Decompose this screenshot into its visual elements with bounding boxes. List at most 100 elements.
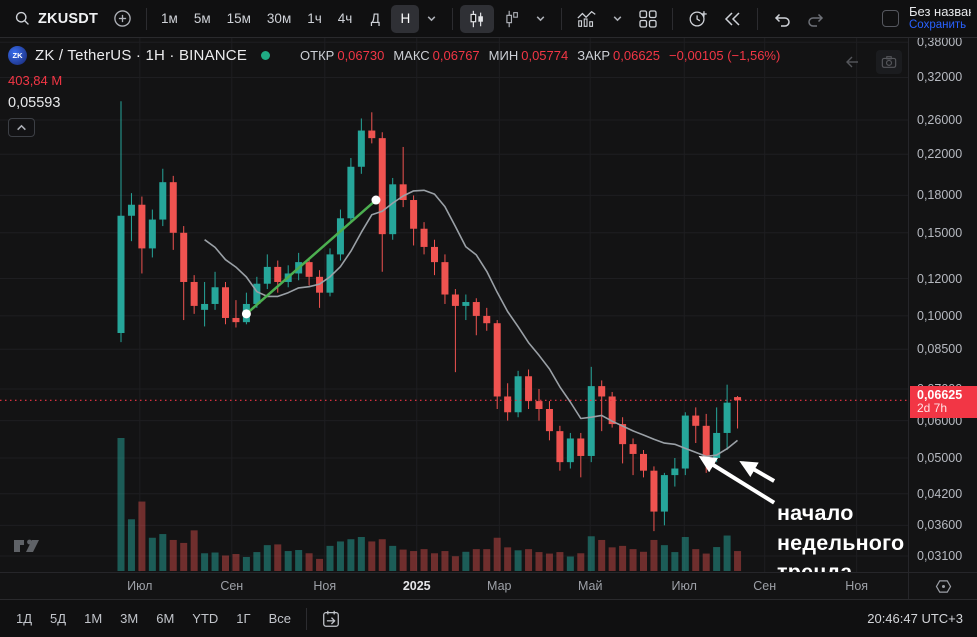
create-alert-button[interactable] [680, 5, 716, 33]
range-6М[interactable]: 6М [156, 611, 175, 626]
chart-style-dropdown-button[interactable] [526, 5, 554, 33]
time-tick: 2025 [402, 579, 431, 593]
timeframe-4ч[interactable]: 4ч [337, 11, 353, 26]
candle-body [493, 323, 501, 397]
annotation-arrow[interactable] [739, 460, 776, 483]
compare-add-symbol-button[interactable] [106, 5, 139, 33]
timeframe-30м[interactable]: 30м [266, 11, 292, 26]
layout-grid-button[interactable] [631, 5, 665, 33]
price-tick: 0,03100 [917, 549, 963, 563]
redo-button[interactable] [799, 5, 833, 33]
save-layout-link[interactable]: Сохранить [909, 19, 967, 31]
candle-body [483, 315, 491, 324]
candle-body [608, 396, 616, 425]
range-3М[interactable]: 3М [120, 611, 139, 626]
volume-bar [713, 547, 721, 571]
volume-bar [650, 539, 658, 571]
chart-pane[interactable]: ZK ZK / TetherUS · 1H · BINANCE ОТКР 0,06… [0, 38, 977, 584]
price-tick: 0,10000 [917, 308, 963, 323]
top-toolbar: ZKUSDT 1м 5м 15м 30м 1ч 4ч Д Н [0, 0, 977, 38]
go-to-date-button[interactable] [314, 605, 348, 633]
toolbar-separator [757, 7, 759, 30]
candle-body [577, 438, 585, 456]
volume-bar [525, 549, 533, 571]
volume-bar [493, 537, 501, 571]
candle-body [117, 215, 125, 334]
candle-body [180, 232, 188, 282]
candle-body [347, 166, 355, 219]
screenshot-button[interactable] [876, 50, 902, 74]
annotation-arrow[interactable] [698, 455, 776, 505]
range-1Д[interactable]: 1Д [16, 611, 33, 626]
candle-body [702, 425, 710, 459]
price-axis[interactable]: 0,06625 2d 7h 0,38000 0,32000 0,26000 0,220… [908, 38, 977, 572]
bar-replay-button[interactable] [716, 5, 750, 33]
volume-bar [232, 554, 240, 571]
range-1М[interactable]: 1М [84, 611, 103, 626]
chart-style-alt-button[interactable] [494, 5, 528, 33]
range-Все[interactable]: Все [268, 611, 291, 626]
indicators-dropdown-button[interactable] [603, 5, 631, 33]
candle-body [566, 438, 574, 463]
candle-body [441, 262, 449, 295]
timeframe-Н[interactable]: Н [391, 4, 420, 33]
time-tick: Ноя [845, 579, 869, 593]
timeframe-dropdown-button[interactable] [417, 5, 445, 33]
chart-style-candles-button[interactable] [460, 4, 495, 33]
symbol-legend-row[interactable]: ZK ZK / TetherUS · 1H · BINANCE ОТКР 0,06… [8, 44, 780, 66]
toolbar-separator [305, 607, 307, 630]
candle-body [587, 386, 595, 456]
range-1Г[interactable]: 1Г [236, 611, 251, 626]
last-price-label[interactable]: 0,06625 2d 7h [910, 386, 977, 419]
volume-bar [629, 549, 637, 571]
bar-close-countdown: 2d 7h [917, 401, 948, 416]
alert-clock-plus-icon [689, 10, 708, 27]
layout-title-block[interactable]: Без назван Сохранить [909, 5, 971, 32]
layout-title: Без назван [909, 5, 971, 19]
timeframe-Д[interactable]: Д [370, 11, 380, 26]
chart-canvas[interactable] [0, 38, 977, 637]
axis-settings-corner[interactable] [908, 572, 977, 599]
ma-line [204, 189, 738, 458]
ma-legend-value[interactable]: 0,05593 [8, 95, 61, 111]
candle-body [734, 397, 742, 401]
symbol-title[interactable]: ZK / TetherUS · 1H · BINANCE [35, 46, 248, 64]
tradingview-logo[interactable] [13, 535, 41, 558]
layout-checkbox[interactable] [882, 10, 899, 27]
volume-legend-value[interactable]: 403,84 M [8, 73, 63, 88]
timeframe-15м[interactable]: 15м [226, 11, 251, 26]
price-tick: 0,04200 [917, 486, 963, 501]
legend-collapse-button[interactable] [8, 118, 35, 137]
candle-body [190, 281, 198, 306]
ohlc-label: ЗАКР [577, 47, 611, 63]
candle-body [660, 475, 668, 512]
candle-body [640, 453, 647, 471]
volume-bar [378, 539, 386, 571]
timeframe-5м[interactable]: 5м [193, 11, 211, 26]
range-5Д[interactable]: 5Д [50, 611, 67, 626]
indicators-button[interactable] [569, 5, 605, 33]
volume-bar [347, 539, 355, 571]
range-YTD[interactable]: YTD [192, 611, 219, 626]
price-tick: 0,22000 [917, 147, 963, 162]
undo-button[interactable] [765, 5, 799, 33]
volume-bar [274, 544, 282, 571]
annotation-text[interactable]: начало недельного тренда [777, 499, 904, 588]
price-tick: 0,05000 [917, 451, 963, 465]
timeframe-1м[interactable]: 1м [161, 11, 178, 26]
candle-body [305, 262, 313, 277]
market-status-dot-icon [261, 50, 271, 60]
clock-timezone-button[interactable]: 20:46:47 UTC+3 [867, 611, 963, 626]
volume-bar [587, 536, 595, 571]
symbol-search-button[interactable]: ZKUSDT [6, 5, 106, 33]
time-axis[interactable]: Июл Сен Ноя 2025 Мар Май Июл Сен Ноя [0, 572, 908, 599]
search-icon [15, 11, 29, 25]
timeframe-1ч[interactable]: 1ч [307, 11, 322, 26]
pane-corner-icons [840, 50, 902, 74]
ohlc-label: ОТКР [300, 47, 335, 63]
collapse-arrows-icon [846, 56, 858, 68]
price-tick: 0,26000 [917, 113, 963, 128]
maximize-pane-button[interactable] [840, 50, 866, 74]
candle-body [201, 303, 209, 310]
volume-bar [431, 553, 438, 571]
